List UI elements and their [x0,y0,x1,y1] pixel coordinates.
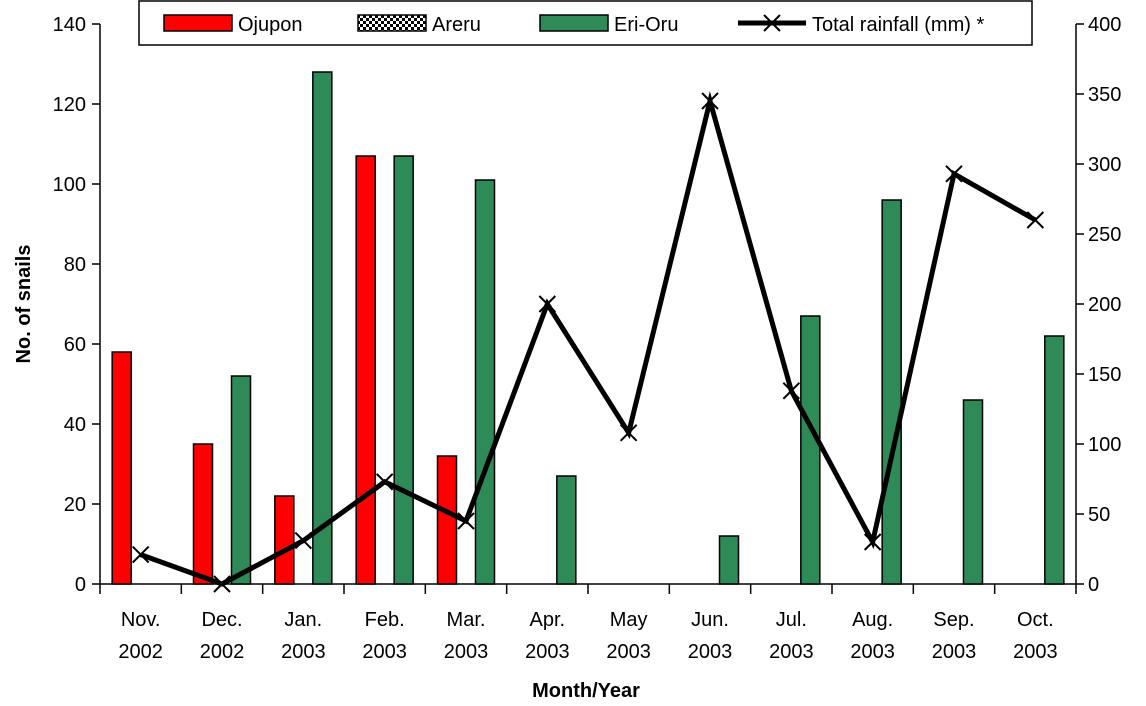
y-tick-label: 60 [64,334,86,356]
y-axis-title: No. of snails [13,245,35,364]
x-tick-label: 2003 [281,641,326,663]
y-tick-label: 40 [64,414,86,436]
bar-eri-oru [800,315,821,585]
legend-marker [763,14,781,32]
x-tick-label: Mar. [447,609,486,631]
x-tick-label: 2002 [118,641,163,663]
x-tick-label: 2003 [525,641,570,663]
legend-label-ojupon: Ojupon [238,14,303,36]
y2-tick-label: 150 [1088,364,1121,386]
y-tick-label: 0 [75,574,86,596]
x-tick-label: Oct. [1017,609,1054,631]
y-tick-label: 20 [64,494,86,516]
x-tick-label: Nov. [121,609,161,631]
bar-eri-oru [474,179,496,585]
bar-ojupon [355,155,376,585]
bar-ojupon [192,443,214,585]
rainfall-point [131,545,150,564]
bar-eri-oru [556,475,577,585]
y-tick-label: 100 [53,174,86,196]
x-axis-title: Month/Year [532,680,640,702]
rainfall-point [538,295,557,313]
y2-tick-label: 400 [1088,14,1121,36]
x-tick-label: 2003 [688,641,733,663]
x-tick-label: Feb. [365,609,405,631]
y2-tick-label: 250 [1088,224,1121,246]
y2-tick-label: 300 [1088,154,1121,176]
bar-ojupon [274,495,295,585]
x-tick-label: 2003 [362,641,407,663]
rainfall-point [701,92,719,110]
y-tick-label: 140 [53,14,86,36]
y2-tick-label: 100 [1088,434,1121,456]
x-tick-label: 2002 [200,641,245,663]
legend-label-areru: Areru [432,14,481,36]
x-tick-label: May [610,609,648,631]
rainfall-point [782,382,801,400]
x-tick-label: 2003 [444,641,489,663]
bar-eri-oru [312,71,333,585]
bar-ojupon [111,351,132,585]
bar-eri-oru [962,399,984,585]
legend-swatch-eri-oru [539,14,609,32]
bar-eri-oru [718,535,740,585]
rainfall-point [294,531,313,550]
bar-eri-oru [230,375,252,585]
legend-label-total-rainfall-mm: Total rainfall (mm) * [812,14,984,36]
x-tick-label: 2003 [769,641,814,663]
x-tick-label: Jul. [776,609,807,631]
bar-eri-oru [393,155,414,585]
rainfall-point [1026,211,1045,229]
x-tick-label: Sep. [933,609,974,631]
rainfall-point [457,512,475,530]
y2-tick-label: 350 [1088,84,1121,106]
rainfall-point [213,575,231,593]
legend-label-eri-oru: Eri-Oru [614,14,678,36]
bar-eri-oru [881,199,902,585]
x-tick-label: Apr. [530,609,566,631]
y-tick-label: 120 [53,94,86,116]
rainfall-point [619,424,638,442]
x-tick-label: 2003 [1013,641,1058,663]
x-tick-label: Jun. [691,609,729,631]
y-tick-label: 80 [64,254,86,276]
bar-eri-oru [1044,335,1065,585]
legend-swatch-areru [357,14,427,32]
x-tick-label: Aug. [852,609,893,631]
rainfall-line [139,91,1037,587]
y2-tick-label: 50 [1088,504,1110,526]
bar-ojupon [436,455,458,585]
y2-tick-label: 0 [1088,574,1099,596]
rainfall-point [863,533,882,551]
rainfall-point [945,165,963,183]
x-tick-label: 2003 [850,641,895,663]
rainfall-point [375,473,394,491]
x-tick-label: Dec. [201,609,242,631]
legend-swatch-ojupon [163,14,233,32]
x-tick-label: Jan. [284,609,322,631]
x-tick-label: 2003 [606,641,651,663]
y2-tick-label: 200 [1088,294,1121,316]
x-tick-label: 2003 [932,641,977,663]
